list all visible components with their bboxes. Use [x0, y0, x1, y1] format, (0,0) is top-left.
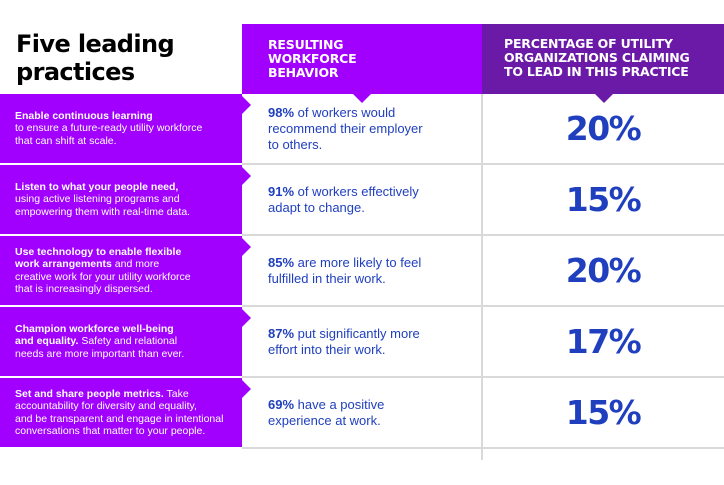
- header-line: ORGANIZATIONS CLAIMING: [504, 50, 690, 65]
- practice-cell: Enable continuous learning to ensure a fu…: [0, 94, 251, 163]
- practice-cell: Champion workforce well-being and equalit…: [0, 307, 251, 376]
- column-header-percentage: PERCENTAGE OF UTILITY ORGANIZATIONS CLAI…: [482, 24, 724, 103]
- practice-description: and more: [114, 258, 160, 270]
- behavior-text: 85% are more likely to feel fulfilled in …: [268, 255, 421, 287]
- behavior-line: of workers effectively: [297, 183, 419, 199]
- row-pointer: [242, 238, 251, 256]
- row-pointer: [242, 309, 251, 327]
- column-divider: [481, 94, 483, 460]
- practice-title: Use technology to enable flexible: [15, 245, 182, 258]
- practice-title: Set and share people metrics.: [15, 387, 164, 400]
- practice-description: and be transparent and engage in intenti…: [15, 412, 224, 425]
- behavior-percent: 69%: [268, 396, 295, 412]
- practice-cell: Use technology to enable flexible work ar…: [0, 236, 251, 305]
- table-row: Use technology to enable flexible work ar…: [0, 236, 724, 305]
- behavior-text: 98% of workers would recommend their empl…: [268, 105, 423, 153]
- header-pointer: [594, 93, 614, 103]
- behavior-percent: 98%: [268, 104, 295, 120]
- behavior-line: fulfilled in their work.: [268, 270, 386, 286]
- practice-text: Use technology to enable flexible work ar…: [15, 246, 191, 296]
- behavior-cell: 69% have a positive experience at work.: [242, 378, 482, 447]
- practice-description: that can shift at scale.: [15, 134, 117, 147]
- title-line: Five leading: [16, 30, 175, 58]
- column-header-behavior: RESULTING WORKFORCE BEHAVIOR: [242, 24, 482, 103]
- behavior-line: adapt to change.: [268, 199, 365, 215]
- behavior-text: 91% of workers effectively adapt to chang…: [268, 184, 419, 216]
- behavior-line: put significantly more: [297, 325, 420, 341]
- row-divider: [242, 376, 724, 378]
- practice-title: Champion workforce well-being: [15, 322, 174, 335]
- practice-description: that is increasingly dispersed.: [15, 283, 153, 295]
- header-line: PERCENTAGE OF UTILITY: [504, 36, 673, 51]
- practice-description: to ensure a future-ready utility workfor…: [15, 122, 203, 135]
- behavior-text: 69% have a positive experience at work.: [268, 397, 384, 429]
- header-line: WORKFORCE: [268, 51, 357, 66]
- behavior-cell: 87% put significantly more effort into th…: [242, 307, 482, 376]
- behavior-cell: 91% of workers effectively adapt to chang…: [242, 165, 482, 234]
- header-line: RESULTING: [268, 37, 344, 52]
- practice-text: Set and share people metrics. Take accoun…: [15, 388, 223, 438]
- behavior-cell: 85% are more likely to feel fulfilled in …: [242, 236, 482, 305]
- header-line: BEHAVIOR: [268, 65, 339, 80]
- practice-title: and equality.: [15, 335, 79, 348]
- practice-description: accountability for diversity and equalit…: [15, 400, 197, 412]
- row-divider: [242, 447, 724, 449]
- behavior-text: 87% put significantly more effort into th…: [268, 326, 420, 358]
- behavior-cell: 98% of workers would recommend their empl…: [242, 94, 482, 163]
- practice-text: Enable continuous learning to ensure a fu…: [15, 110, 202, 148]
- lead-percentage: 17%: [565, 322, 642, 361]
- lead-percentage: 20%: [565, 251, 642, 290]
- practice-description: needs are more important than ever.: [15, 347, 185, 360]
- behavior-percent: 91%: [268, 183, 295, 199]
- row-divider: [242, 234, 724, 236]
- behavior-line: to others.: [268, 136, 323, 152]
- practice-description: creative work for your utility workforce: [15, 270, 191, 283]
- behavior-line: are more likely to feel: [297, 254, 422, 270]
- behavior-line: effort into their work.: [268, 341, 386, 357]
- header-line: TO LEAD IN THIS PRACTICE: [504, 64, 689, 79]
- practice-description: using active listening programs and: [15, 193, 180, 206]
- row-pointer: [242, 96, 251, 114]
- behavior-percent: 87%: [268, 325, 295, 341]
- table-row: Listen to what your people need, using ac…: [0, 165, 724, 234]
- lead-percentage: 15%: [565, 180, 642, 219]
- header-pointer: [352, 93, 372, 103]
- row-divider: [242, 163, 724, 165]
- table-row: Enable continuous learning to ensure a fu…: [0, 94, 724, 163]
- row-divider: [242, 305, 724, 307]
- behavior-line: of workers would: [297, 104, 396, 120]
- behavior-line: experience at work.: [268, 412, 381, 428]
- practice-description: empowering them with real-time data.: [15, 205, 191, 218]
- practice-text: Champion workforce well-being and equalit…: [15, 323, 184, 361]
- behavior-line: recommend their employer: [268, 120, 423, 136]
- lead-percentage: 15%: [565, 393, 642, 432]
- behavior-line: have a positive: [297, 396, 385, 412]
- row-pointer: [242, 380, 251, 398]
- lead-percentage: 20%: [565, 109, 642, 148]
- table-row: Champion workforce well-being and equalit…: [0, 307, 724, 376]
- practice-cell: Listen to what your people need, using ac…: [0, 165, 251, 234]
- practice-description: conversations that matter to your people…: [15, 425, 206, 437]
- practice-title: Listen to what your people need,: [15, 180, 179, 193]
- row-pointer: [242, 167, 251, 185]
- practice-title: work arrangements: [15, 258, 112, 270]
- practice-cell: Set and share people metrics. Take accoun…: [0, 378, 251, 447]
- behavior-percent: 85%: [268, 254, 295, 270]
- practice-title: Enable continuous learning: [15, 109, 153, 122]
- title-line: practices: [16, 58, 135, 86]
- practice-description: Take: [166, 387, 189, 400]
- page-title: Five leading practices: [16, 30, 236, 86]
- practice-text: Listen to what your people need, using ac…: [15, 181, 190, 219]
- table-row: Set and share people metrics. Take accoun…: [0, 378, 724, 447]
- practice-description: Safety and relational: [81, 335, 178, 348]
